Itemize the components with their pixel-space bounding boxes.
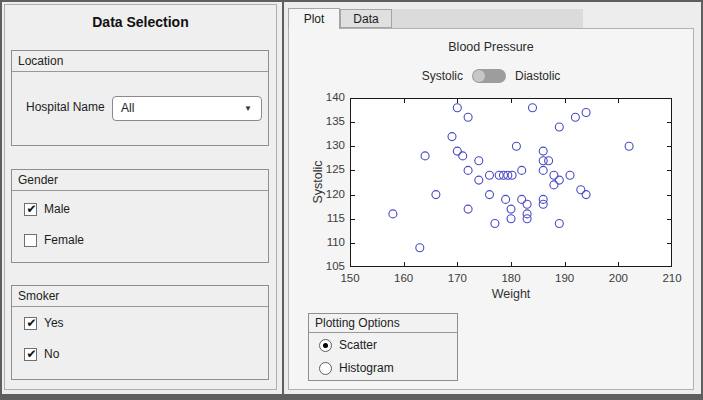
hospital-name-label: Hospital Name — [26, 100, 105, 114]
histogram-radio-button[interactable] — [319, 362, 332, 375]
systolic-toggle-label: Systolic — [422, 69, 463, 83]
tab-group: Plot Data Blood Pressure Systolic Diasto… — [288, 8, 694, 390]
y-tick-label: 105 — [307, 260, 345, 272]
female-label: Female — [44, 233, 84, 247]
plotting-options-panel: Plotting Options Scatter Histogram — [308, 313, 458, 381]
hospital-name-value: All — [121, 101, 134, 115]
plot-column: Plot Data Blood Pressure Systolic Diasto… — [286, 2, 701, 394]
tab-data[interactable]: Data — [340, 9, 392, 28]
systolic-diastolic-switch[interactable] — [472, 69, 506, 83]
toggle-row: Systolic Diastolic — [289, 68, 693, 84]
y-tick-label: 125 — [307, 163, 345, 175]
switch-knob — [473, 70, 485, 82]
plot-tab-content: Blood Pressure Systolic Diastolic Weight… — [288, 28, 694, 390]
smoker-yes-checkbox[interactable]: ✔ — [24, 317, 37, 330]
x-tick-label: 150 — [330, 272, 370, 284]
smoker-yes-label: Yes — [44, 316, 64, 330]
radio-scatter[interactable]: Scatter — [319, 337, 377, 353]
location-panel-title: Location — [12, 51, 268, 72]
chart-title: Blood Pressure — [289, 40, 693, 54]
y-tick-label: 135 — [307, 115, 345, 127]
checkbox-smoker-no[interactable]: ✔ No — [24, 346, 59, 362]
gender-panel-title: Gender — [12, 170, 268, 191]
smoker-panel-title: Smoker — [12, 286, 268, 307]
checkmark-icon: ✔ — [25, 347, 38, 362]
checkbox-male[interactable]: ✔ Male — [24, 201, 70, 217]
y-tick-label: 110 — [307, 236, 345, 248]
location-panel: Location Hospital Name All ▼ — [11, 50, 269, 146]
x-axis-label: Weight — [350, 287, 672, 301]
smoker-no-checkbox[interactable]: ✔ — [24, 348, 37, 361]
male-label: Male — [44, 202, 70, 216]
x-tick-label: 180 — [491, 272, 531, 284]
female-checkbox[interactable]: ✔ — [24, 234, 37, 247]
chevron-down-icon: ▼ — [244, 97, 252, 120]
plotting-options-title: Plotting Options — [309, 314, 457, 333]
checkbox-smoker-yes[interactable]: ✔ Yes — [24, 315, 64, 331]
data-selection-panel: Data Selection Location Hospital Name Al… — [4, 4, 277, 390]
checkmark-icon: ✔ — [25, 202, 38, 217]
x-tick-label: 190 — [545, 272, 585, 284]
y-tick-label: 120 — [307, 188, 345, 200]
gender-panel: Gender ✔ Male ✔ Female — [11, 169, 269, 263]
y-tick-label: 115 — [307, 212, 345, 224]
x-tick-label: 170 — [437, 272, 477, 284]
data-selection-column: Data Selection Location Hospital Name Al… — [2, 2, 284, 394]
radio-histogram[interactable]: Histogram — [319, 360, 394, 376]
histogram-label: Histogram — [339, 361, 394, 375]
x-tick-label: 210 — [652, 272, 692, 284]
scatter-radio-button[interactable] — [319, 339, 332, 352]
x-tick-label: 200 — [598, 272, 638, 284]
tab-strip: Plot Data — [288, 8, 694, 28]
x-tick-label: 160 — [384, 272, 424, 284]
checkbox-female[interactable]: ✔ Female — [24, 232, 84, 248]
smoker-panel: Smoker ✔ Yes ✔ No — [11, 285, 269, 380]
panel-title: Data Selection — [5, 14, 276, 30]
scatter-plot-axes[interactable] — [350, 98, 672, 267]
scatter-label: Scatter — [339, 338, 377, 352]
app-window: Data Selection Location Hospital Name Al… — [0, 0, 703, 400]
tab-plot[interactable]: Plot — [288, 8, 340, 29]
y-tick-label: 130 — [307, 139, 345, 151]
y-tick-label: 140 — [307, 91, 345, 103]
smoker-no-label: No — [44, 347, 59, 361]
hospital-name-dropdown[interactable]: All ▼ — [112, 96, 262, 121]
checkmark-icon: ✔ — [25, 316, 38, 331]
male-checkbox[interactable]: ✔ — [24, 203, 37, 216]
diastolic-toggle-label: Diastolic — [515, 69, 560, 83]
